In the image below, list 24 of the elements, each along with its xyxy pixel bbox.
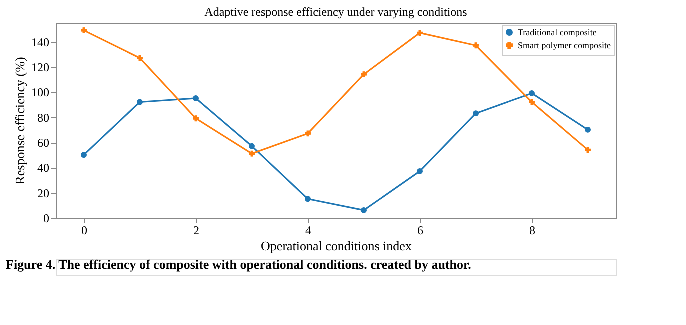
y-axis-title: Response efficiency (%) <box>12 57 28 185</box>
y-tick-label: 100 <box>32 86 50 100</box>
x-tick-label: 0 <box>82 224 88 238</box>
point <box>361 208 367 214</box>
point <box>81 28 87 34</box>
y-tick-label: 40 <box>38 161 50 176</box>
y-tick-label: 140 <box>32 35 50 50</box>
x-tick-label: 8 <box>530 224 536 238</box>
x-axis-title: Operational conditions index <box>261 238 412 254</box>
point <box>417 168 423 174</box>
y-tick-label: 80 <box>38 110 50 125</box>
x-tick-label: 2 <box>194 224 200 238</box>
point <box>193 96 199 102</box>
y-tick-label: 120 <box>32 60 50 75</box>
y-tick-label: 60 <box>38 136 50 150</box>
point <box>529 90 535 96</box>
x-tick-label: 6 <box>418 224 424 238</box>
chart-title: Adaptive response efficiency under varying conditions <box>204 5 468 19</box>
caption: Figure 4. The efficiency of composite with operational conditions. created by author. <box>6 257 472 272</box>
y-tick-label: 20 <box>38 186 50 200</box>
x-tick-label: 4 <box>306 224 312 238</box>
legend-label: Smart polymer composite <box>518 40 611 50</box>
y-tick-label: 0 <box>44 212 50 226</box>
legend-label: Traditional composite <box>518 28 597 38</box>
